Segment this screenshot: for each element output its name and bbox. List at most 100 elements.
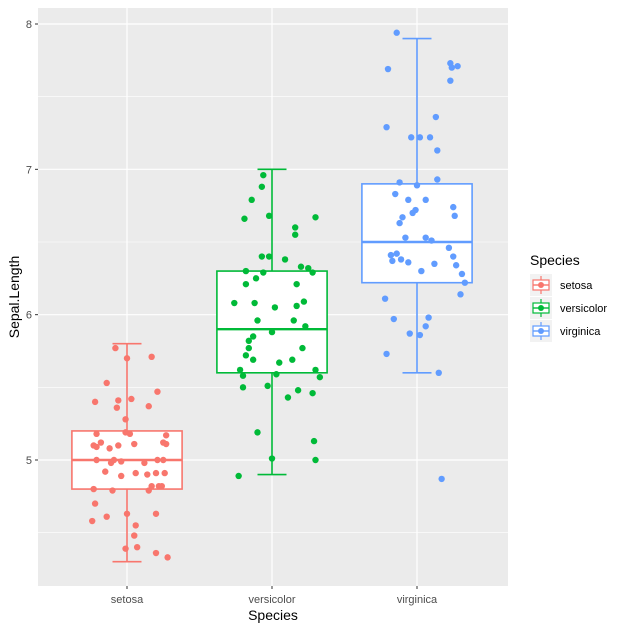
data-point [389, 257, 396, 265]
data-point [239, 384, 247, 391]
data-point [122, 545, 129, 552]
data-point [91, 500, 99, 507]
data-point [305, 264, 312, 272]
data-point [273, 371, 280, 378]
data-point [254, 317, 261, 324]
data-point [399, 214, 406, 221]
data-point [242, 267, 250, 275]
data-point [254, 429, 261, 436]
data-point [457, 291, 464, 298]
data-point [312, 456, 319, 464]
data-point [268, 328, 276, 336]
y-tick-label: 8 [26, 19, 32, 31]
data-point [422, 196, 429, 204]
data-point [90, 485, 97, 493]
data-point [284, 394, 292, 401]
data-point [426, 134, 434, 141]
legend-key-point [538, 282, 544, 288]
legend-label-setosa: setosa [560, 280, 593, 292]
data-point [258, 253, 266, 260]
data-point [258, 183, 266, 190]
data-point [418, 267, 425, 275]
data-point [249, 356, 257, 363]
data-point [103, 513, 110, 520]
data-point [289, 356, 296, 363]
data-point [383, 123, 390, 131]
data-point [93, 430, 100, 438]
data-point [431, 260, 438, 268]
data-point [461, 279, 469, 286]
data-point [152, 510, 160, 517]
data-point [162, 440, 170, 448]
data-point [123, 355, 131, 362]
boxplot-versicolor [216, 168, 328, 476]
data-point [393, 250, 400, 257]
data-point [144, 471, 151, 478]
data-point [397, 256, 405, 263]
data-point [309, 389, 316, 397]
data-point [248, 196, 255, 204]
data-point [312, 214, 319, 221]
y-axis-title: Sepal.Length [6, 256, 22, 339]
data-point [89, 517, 96, 525]
data-point [448, 64, 455, 71]
data-point [409, 209, 416, 217]
legend-key-point [538, 328, 544, 334]
data-point [434, 147, 441, 154]
data-point [392, 190, 399, 198]
data-point [131, 532, 138, 539]
data-point [290, 317, 297, 324]
x-tick-label: versicolor [248, 594, 295, 606]
data-point [93, 443, 100, 451]
data-point [97, 439, 105, 446]
data-point [428, 237, 435, 244]
data-point [231, 299, 238, 307]
data-point [281, 256, 289, 263]
data-point [245, 337, 252, 345]
data-point [299, 344, 306, 352]
data-point [145, 487, 152, 494]
legend-key-point [538, 305, 544, 311]
data-point [447, 77, 454, 84]
data-point [133, 543, 141, 551]
data-point [425, 314, 432, 321]
data-point [393, 29, 400, 36]
data-point [402, 234, 409, 241]
data-point [122, 416, 129, 423]
data-point [271, 304, 279, 311]
data-point [405, 259, 412, 266]
data-point [252, 275, 260, 282]
data-point [416, 134, 424, 141]
data-point [235, 472, 242, 480]
box [216, 270, 328, 374]
data-point [245, 344, 252, 352]
legend-label-virginica: virginica [560, 326, 601, 338]
data-point [312, 366, 319, 374]
data-point [241, 215, 248, 222]
data-point [422, 234, 429, 241]
data-point [292, 224, 299, 231]
data-point [123, 510, 131, 517]
data-point [145, 403, 152, 410]
data-point [396, 179, 403, 186]
legend-key-virginica: virginica [530, 320, 601, 342]
data-point [422, 323, 429, 330]
data-point [416, 331, 424, 339]
data-point [126, 430, 134, 438]
data-point [387, 251, 395, 259]
data-point [381, 295, 389, 302]
data-point [141, 459, 148, 467]
data-point [396, 219, 403, 227]
y-tick-label: 6 [26, 310, 32, 322]
data-point [432, 113, 440, 121]
data-point [152, 549, 160, 557]
data-point [294, 387, 302, 394]
data-point [268, 455, 276, 462]
data-point [158, 482, 165, 490]
data-point [106, 445, 113, 452]
data-point [264, 382, 271, 390]
data-point [435, 369, 442, 377]
data-point [390, 315, 397, 323]
data-point [164, 554, 171, 561]
data-point [300, 298, 308, 305]
